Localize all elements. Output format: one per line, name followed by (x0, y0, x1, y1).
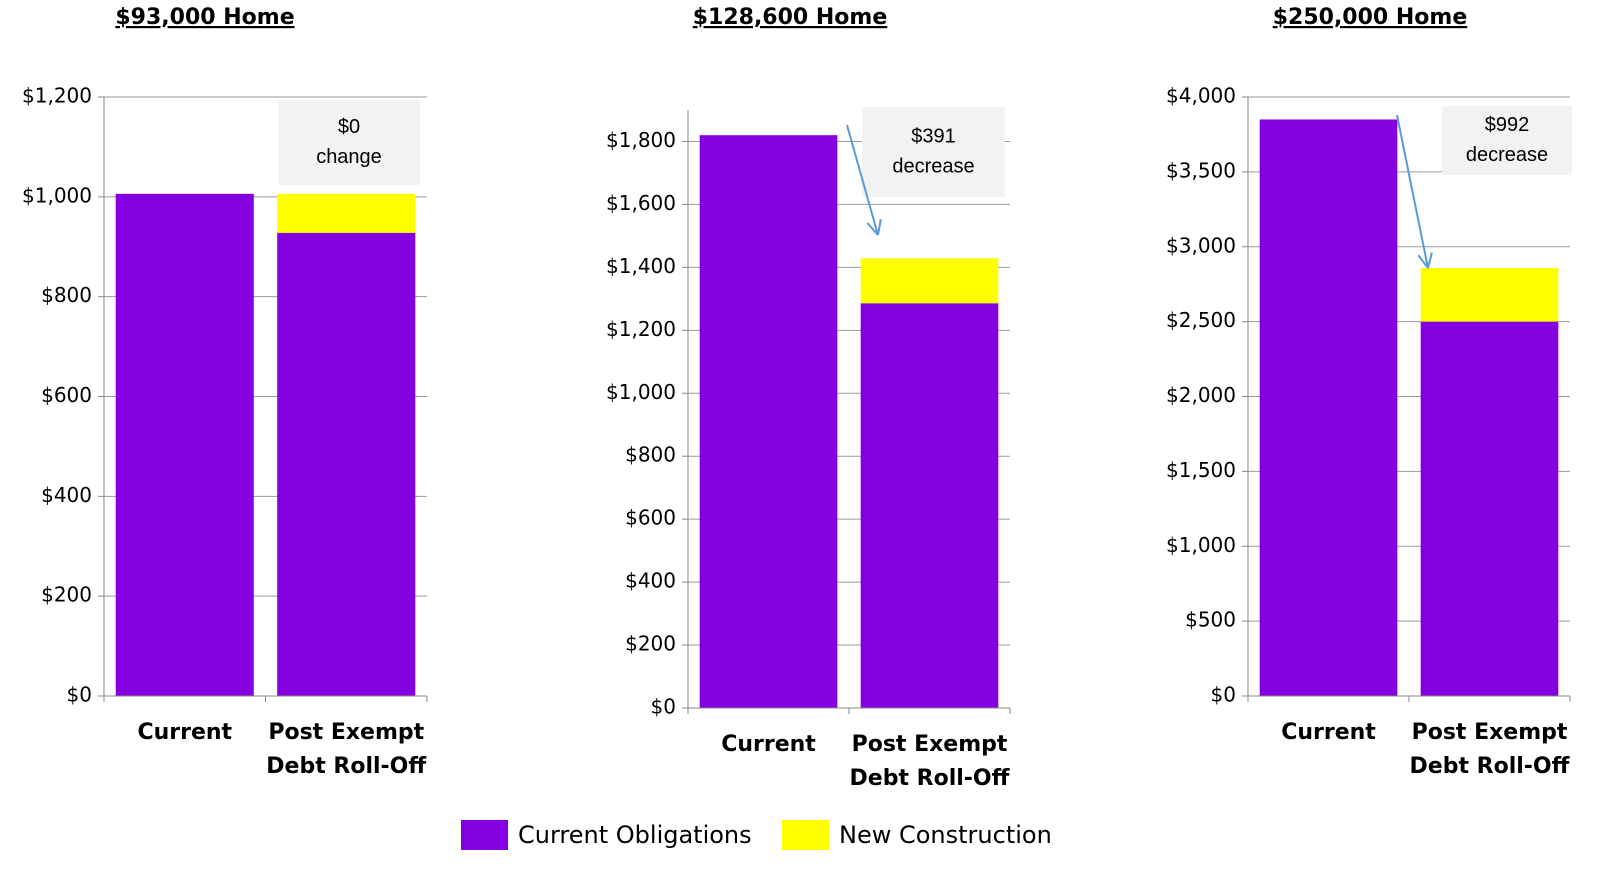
annotation: $0 (338, 116, 360, 138)
legend-swatch (782, 820, 829, 850)
y-tick-label: $400 (41, 483, 92, 507)
bar-segment (277, 232, 416, 697)
y-tick-label: $0 (1211, 683, 1236, 707)
y-tick-label: $800 (625, 443, 676, 467)
y-tick-label: $0 (67, 683, 92, 707)
x-tick-label: Post Exempt Debt Roll-Off (849, 732, 1010, 791)
y-tick-label: $1,000 (606, 380, 676, 404)
bar-segment (1259, 119, 1398, 696)
y-tick-label: $2,000 (1166, 383, 1236, 407)
y-tick-label: $1,000 (1166, 533, 1236, 557)
annotation-box (862, 107, 1005, 197)
chart-title: $128,600 Home (693, 5, 888, 30)
bar-segment (860, 258, 999, 304)
annotation: change (316, 146, 382, 168)
y-tick-label: $200 (625, 632, 676, 656)
y-tick-label: $3,500 (1166, 158, 1236, 182)
y-tick-label: $0 (651, 695, 676, 719)
y-tick-label: $1,200 (22, 84, 92, 108)
bar-segment (1420, 268, 1559, 322)
arrow (1396, 114, 1429, 269)
x-tick-label: Current (137, 720, 233, 745)
y-tick-label: $1,600 (606, 191, 676, 215)
legend-label: New Construction (839, 821, 1052, 849)
annotation: $992 (1485, 114, 1530, 136)
legend-label: Current Obligations (518, 821, 752, 849)
y-tick-label: $600 (625, 506, 676, 530)
y-tick-label: $1,800 (606, 128, 676, 152)
annotation: $391 (911, 125, 956, 147)
arrow-head (1417, 254, 1429, 269)
bar-segment (115, 193, 254, 697)
annotation-box (1442, 106, 1572, 175)
y-tick-label: $400 (625, 569, 676, 593)
legend-swatch (461, 820, 508, 850)
bar-segment (699, 135, 838, 708)
annotation: decrease (892, 155, 974, 177)
y-tick-label: $1,400 (606, 254, 676, 278)
annotation: decrease (1466, 144, 1548, 166)
y-tick-label: $200 (41, 583, 92, 607)
y-tick-label: $3,000 (1166, 233, 1236, 257)
bar-segment (1420, 321, 1559, 696)
y-tick-label: $600 (41, 383, 92, 407)
arrow-head (866, 222, 879, 236)
annotation-box (278, 100, 420, 185)
arrow-head (1427, 252, 1433, 269)
y-tick-label: $800 (41, 283, 92, 307)
y-tick-label: $1,000 (22, 183, 92, 207)
y-tick-label: $4,000 (1166, 84, 1236, 108)
x-tick-label: Post Exempt Debt Roll-Off (266, 720, 427, 779)
chart-title: $93,000 Home (115, 5, 294, 30)
chart-title: $250,000 Home (1273, 5, 1468, 30)
bar-segment (860, 303, 999, 708)
x-tick-label: Current (1281, 720, 1376, 745)
x-tick-label: Post Exempt Debt Roll-Off (1409, 720, 1570, 779)
x-tick-label: Current (721, 732, 816, 757)
bar-segment (277, 193, 416, 233)
arrow-head (877, 219, 882, 236)
y-tick-label: $2,500 (1166, 308, 1236, 332)
y-tick-label: $1,500 (1166, 458, 1236, 482)
y-tick-label: $1,200 (606, 317, 676, 341)
y-tick-label: $500 (1185, 608, 1236, 632)
arrow (846, 124, 879, 236)
